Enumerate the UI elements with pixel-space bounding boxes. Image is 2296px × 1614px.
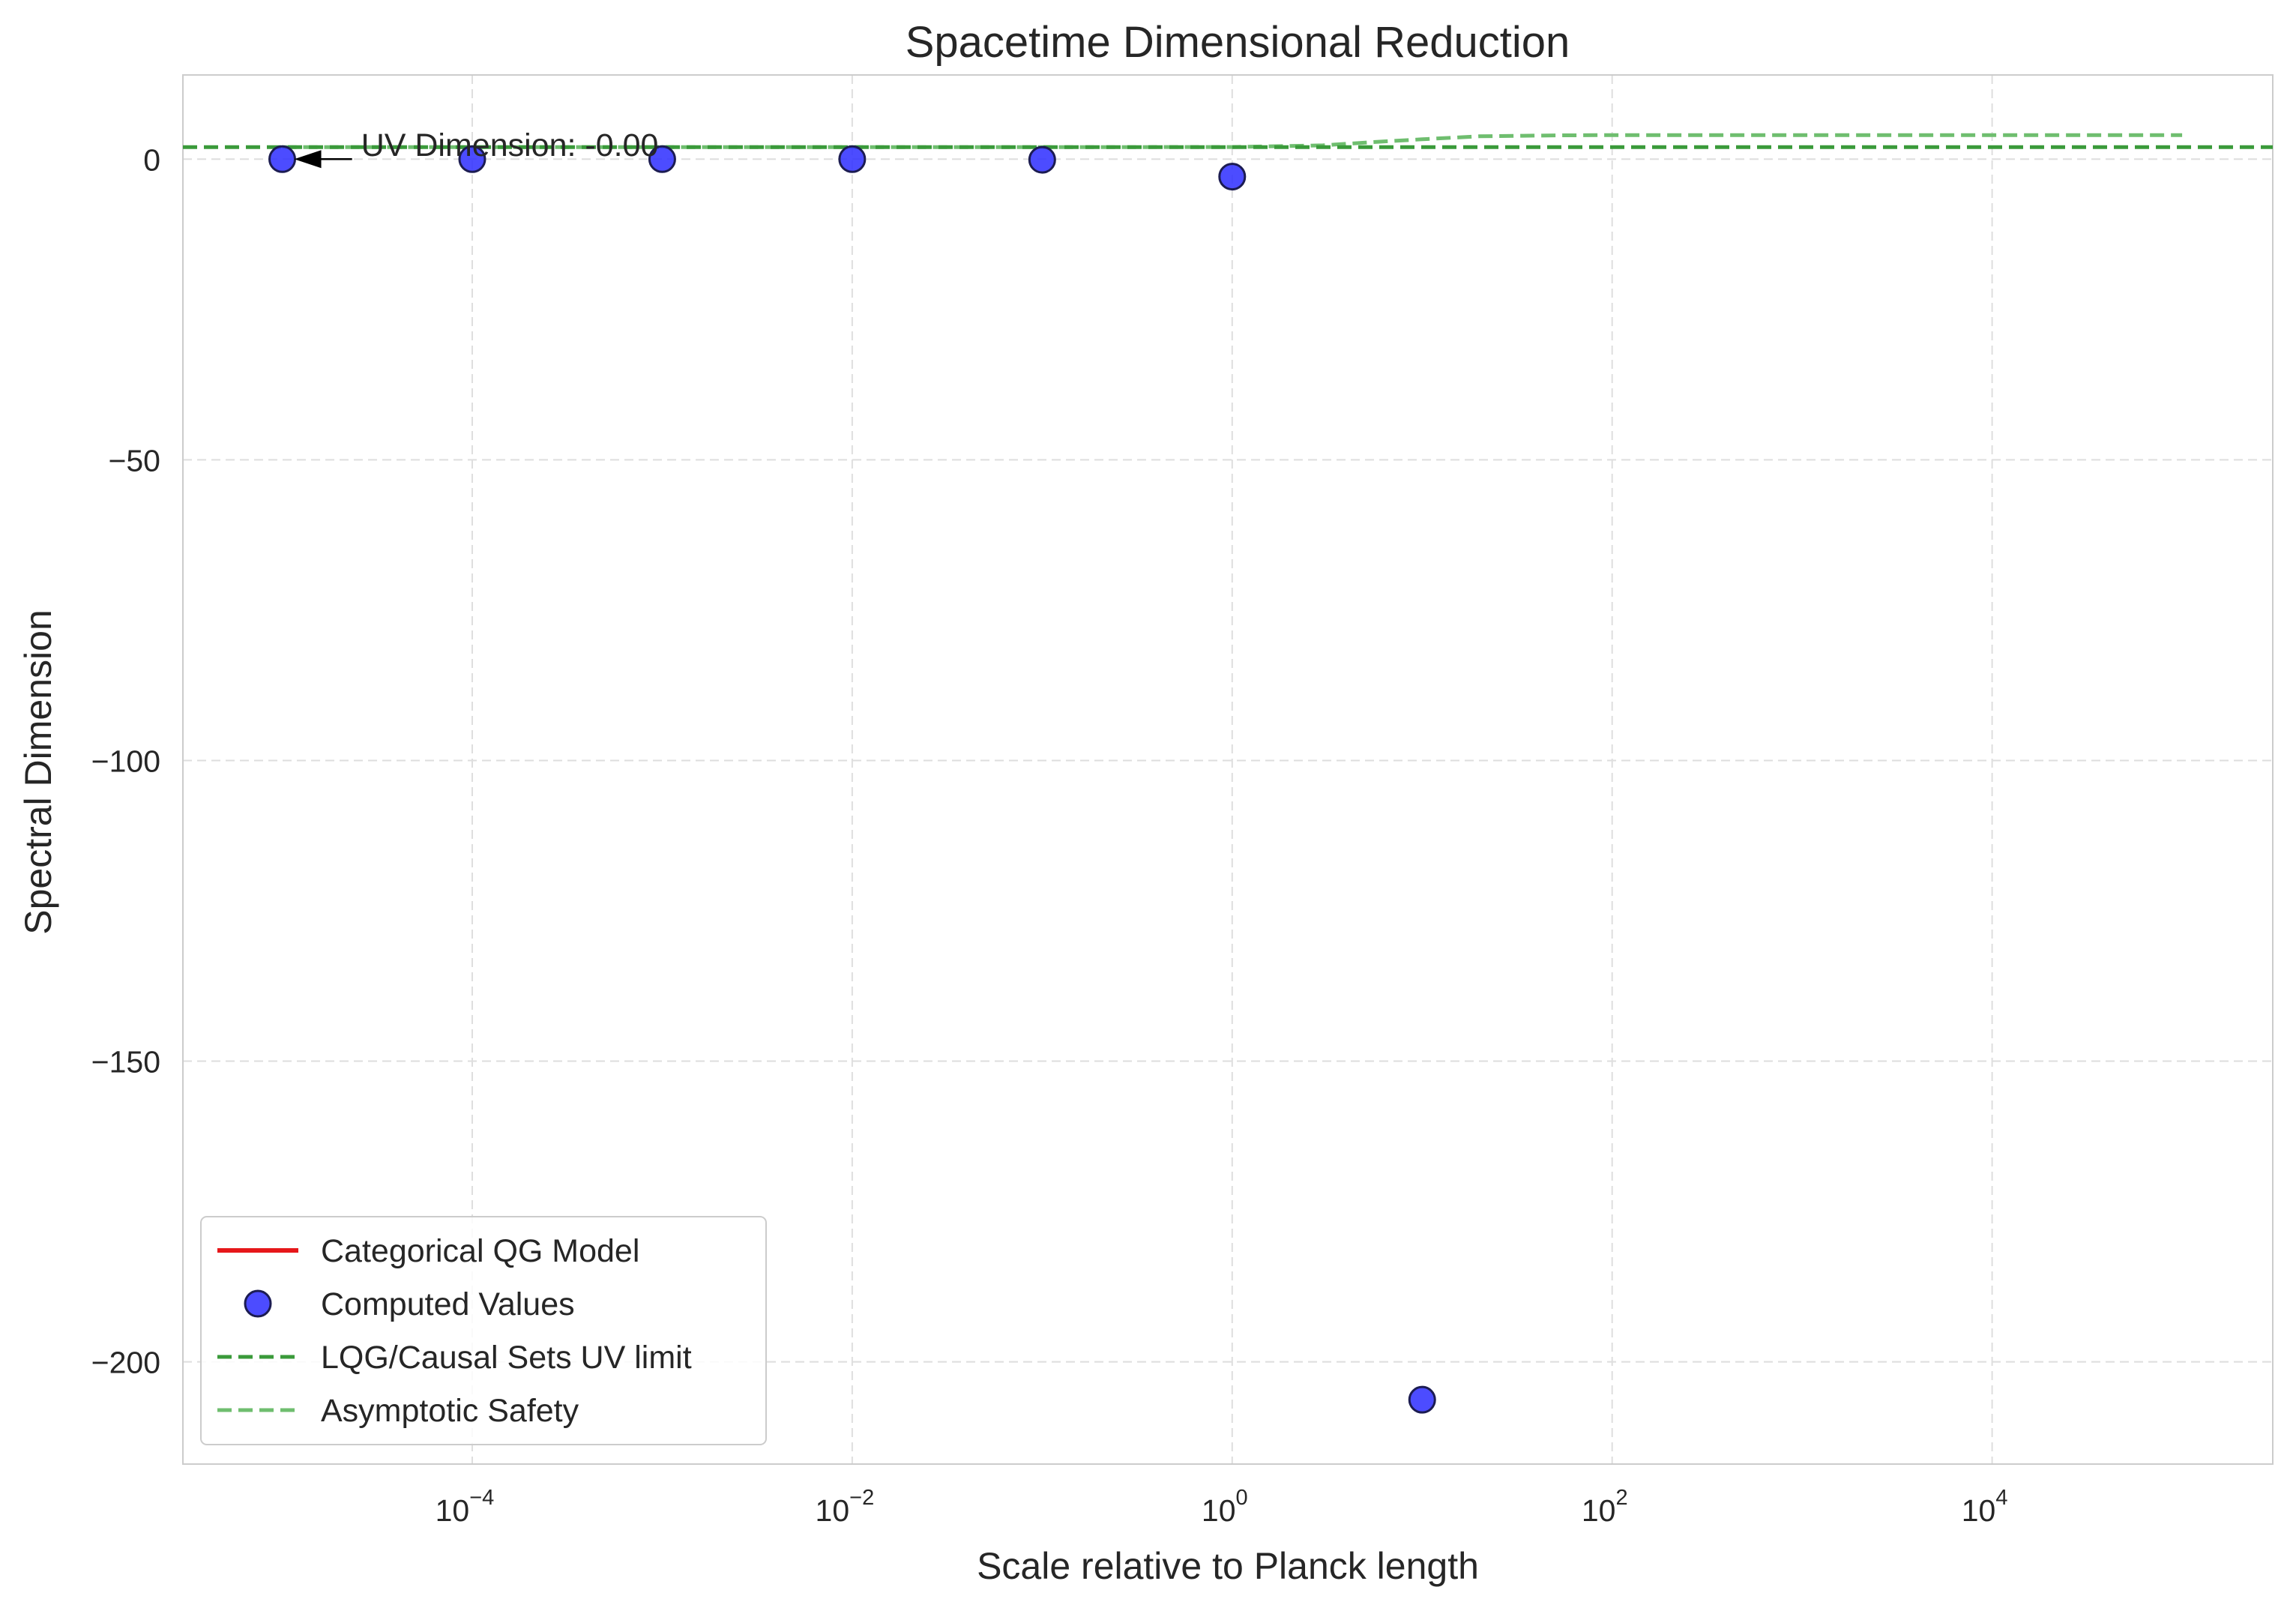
series-layer xyxy=(183,133,2273,1414)
data-point xyxy=(838,145,867,173)
x-tick-exponent: −2 xyxy=(849,1486,874,1510)
legend-label: Computed Values xyxy=(321,1286,575,1322)
x-tick-exponent: 4 xyxy=(1995,1486,2007,1510)
y-tick-label: −100 xyxy=(91,744,160,778)
legend: Categorical QG Model Computed Values LQG/C… xyxy=(200,1216,767,1445)
y-tick-label: −150 xyxy=(91,1045,160,1079)
x-tick-base: 10 xyxy=(1202,1493,1236,1528)
chart-title: Spacetime Dimensional Reduction xyxy=(906,18,1570,67)
data-point xyxy=(268,145,297,173)
x-tick-exponent: 0 xyxy=(1236,1486,1248,1510)
x-tick-base: 10 xyxy=(1962,1493,1996,1528)
x-tick-exponent: −4 xyxy=(469,1486,494,1510)
legend-box xyxy=(200,1216,767,1445)
y-tick-label: −50 xyxy=(108,443,160,478)
y-tick-label: 0 xyxy=(143,142,160,177)
legend-label: Categorical QG Model xyxy=(321,1233,639,1269)
data-point xyxy=(1218,163,1247,191)
plot-frame xyxy=(182,74,2274,1465)
annotation-arrowhead xyxy=(294,150,322,169)
annotation: UV Dimension: -0.00 xyxy=(294,127,659,169)
y-tick-label: −200 xyxy=(91,1346,160,1380)
x-tick-label: 10−4 xyxy=(436,1486,495,1528)
data-point xyxy=(648,145,676,173)
x-tick-exponent: 2 xyxy=(1615,1486,1627,1510)
legend-label: LQG/Causal Sets UV limit xyxy=(321,1340,692,1376)
data-point xyxy=(1408,1385,1436,1414)
x-tick-base: 10 xyxy=(436,1493,470,1528)
legend-key-marker xyxy=(244,1289,272,1318)
x-axis-label: Scale relative to Planck length xyxy=(977,1545,1479,1587)
y-axis-label: Spectral Dimension xyxy=(17,609,59,935)
grid xyxy=(183,75,2273,1464)
data-point xyxy=(1028,145,1056,174)
x-tick-label: 102 xyxy=(1582,1486,1628,1528)
data-point xyxy=(458,145,486,173)
x-tick-label: 104 xyxy=(1962,1486,2008,1528)
x-tick-label: 100 xyxy=(1202,1486,1248,1528)
legend-label: Asymptotic Safety xyxy=(321,1393,579,1429)
x-tick-base: 10 xyxy=(1582,1493,1616,1528)
x-tick-label: 10−2 xyxy=(816,1486,875,1528)
asymptotic-safety-line xyxy=(282,133,2183,149)
annotation-text: UV Dimension: -0.00 xyxy=(361,127,659,163)
x-tick-base: 10 xyxy=(816,1493,850,1528)
